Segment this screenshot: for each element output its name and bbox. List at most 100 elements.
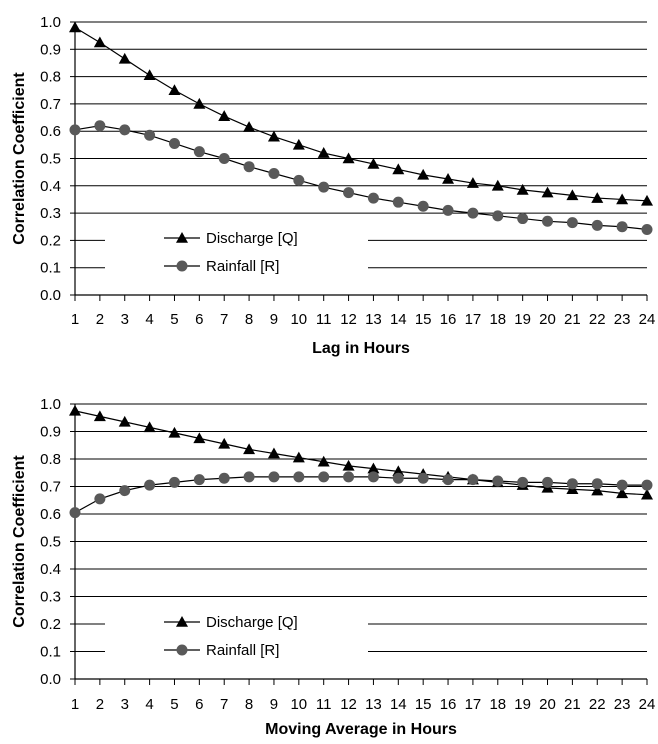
data-point xyxy=(268,471,280,483)
data-point xyxy=(193,146,205,158)
x-tick-label: 8 xyxy=(245,311,253,328)
legend: Discharge [Q] Rainfall [R] xyxy=(164,614,298,659)
data-point xyxy=(293,471,305,483)
legend-label: Discharge [Q] xyxy=(206,614,298,631)
x-tick-label: 6 xyxy=(195,311,203,328)
x-tick-label: 19 xyxy=(514,696,531,713)
data-point xyxy=(144,129,156,141)
data-point xyxy=(292,138,305,150)
y-tick-label: 0.1 xyxy=(40,260,61,277)
legend-label: Discharge [Q] xyxy=(206,230,298,247)
x-tick-label: 3 xyxy=(121,696,129,713)
data-point xyxy=(268,168,280,180)
data-point xyxy=(517,213,529,225)
x-tick-label: 6 xyxy=(195,696,203,713)
x-tick-label: 23 xyxy=(614,311,631,328)
data-point xyxy=(467,474,479,486)
x-tick-label: 8 xyxy=(245,696,253,713)
data-point xyxy=(492,210,504,222)
data-point xyxy=(591,192,604,203)
data-point xyxy=(566,189,579,201)
y-tick-label: 0.3 xyxy=(40,589,61,606)
x-tick-label: 2 xyxy=(96,311,104,328)
y-tick-label: 0.7 xyxy=(40,479,61,496)
y-tick-label: 0.3 xyxy=(40,205,61,222)
data-point xyxy=(641,479,653,491)
data-point xyxy=(392,472,404,484)
y-tick-label: 0.6 xyxy=(40,123,61,140)
data-point xyxy=(318,471,330,483)
y-tick-label: 0.8 xyxy=(40,451,61,468)
data-point xyxy=(144,479,156,491)
x-tick-label: 21 xyxy=(564,311,581,328)
x-tick-label: 10 xyxy=(290,311,307,328)
y-tick-label: 0.4 xyxy=(40,561,61,578)
data-point xyxy=(442,172,455,184)
y-tick-label: 1.0 xyxy=(40,396,61,413)
x-axis-label: Lag in Hours xyxy=(312,340,410,357)
series-line xyxy=(74,476,647,514)
data-point xyxy=(541,186,554,198)
data-point xyxy=(193,474,205,486)
series-line xyxy=(74,410,648,496)
x-tick-label: 4 xyxy=(145,696,153,713)
x-tick-label: 5 xyxy=(170,696,178,713)
x-tick-label: 24 xyxy=(639,311,656,328)
data-point xyxy=(616,479,628,491)
y-axis-label: Correlation Coefficient xyxy=(11,455,28,628)
series-line xyxy=(74,125,648,231)
x-tick-label: 21 xyxy=(564,696,581,713)
data-point xyxy=(243,471,255,483)
data-point xyxy=(417,472,429,484)
x-tick-label: 16 xyxy=(440,311,457,328)
data-point xyxy=(193,97,206,109)
legend-label: Rainfall [R] xyxy=(206,642,279,659)
y-tick-label: 0.2 xyxy=(40,232,61,249)
y-tick-label: 0.9 xyxy=(40,424,61,441)
data-point xyxy=(243,161,255,173)
legend-marker xyxy=(176,644,188,656)
chart-1: 0.00.10.20.30.40.50.60.70.80.91.01 2 3 4 5 6 7… xyxy=(11,14,655,357)
data-point xyxy=(367,462,380,474)
data-point xyxy=(542,476,554,488)
data-point xyxy=(119,485,131,497)
data-point xyxy=(293,174,305,186)
y-tick-label: 0.7 xyxy=(40,96,61,113)
x-tick-label: 9 xyxy=(270,311,278,328)
x-tick-label: 2 xyxy=(96,696,104,713)
data-point xyxy=(218,472,230,484)
data-point xyxy=(442,204,454,216)
x-tick-label: 5 xyxy=(170,311,178,328)
data-point xyxy=(317,147,330,158)
data-point xyxy=(168,476,180,488)
data-point xyxy=(367,157,380,169)
data-point xyxy=(292,451,305,463)
chart-2: 0.00.10.20.30.40.50.60.70.80.91.01 2 3 4 5 6 7… xyxy=(11,396,655,738)
y-tick-label: 0.0 xyxy=(40,671,61,688)
data-point xyxy=(616,221,628,233)
x-tick-label: 11 xyxy=(316,696,332,713)
data-point xyxy=(343,471,355,483)
legend-marker xyxy=(176,616,188,627)
x-tick-label: 1 xyxy=(71,696,79,713)
y-tick-label: 0.5 xyxy=(40,151,61,168)
x-tick-label: 13 xyxy=(365,311,382,328)
data-point xyxy=(69,404,81,416)
x-tick-label: 18 xyxy=(489,696,506,713)
data-point xyxy=(566,478,578,490)
data-point xyxy=(367,471,379,483)
series-line xyxy=(74,26,648,202)
x-tick-label: 13 xyxy=(365,696,382,713)
y-tick-label: 0.6 xyxy=(40,506,61,523)
x-tick-label: 9 xyxy=(270,696,278,713)
x-tick-label: 20 xyxy=(539,311,556,328)
data-point xyxy=(417,200,429,212)
data-point xyxy=(69,124,81,136)
x-tick-label: 17 xyxy=(465,311,482,328)
x-tick-label: 14 xyxy=(390,311,407,328)
data-point xyxy=(118,415,131,427)
data-point xyxy=(243,121,256,132)
data-point xyxy=(267,130,280,142)
data-point xyxy=(517,476,529,488)
data-point xyxy=(641,194,653,206)
